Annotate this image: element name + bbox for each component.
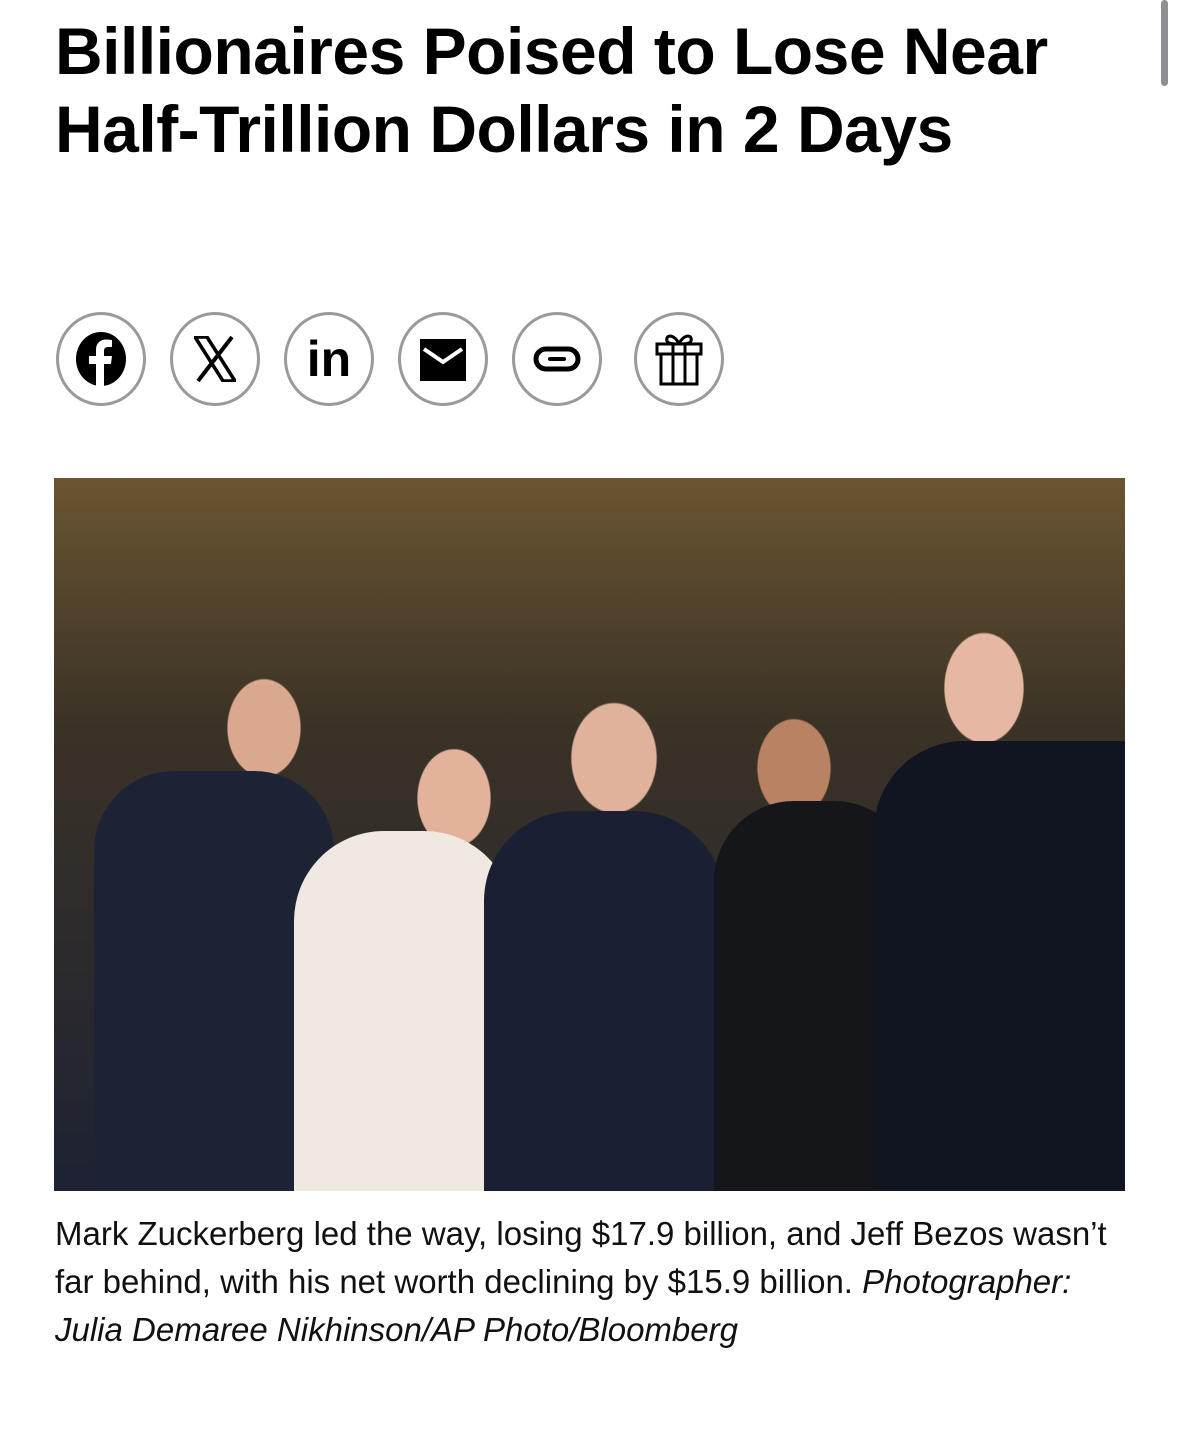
article-photo (54, 478, 1125, 1191)
email-icon (420, 339, 466, 381)
copy-link-button[interactable] (512, 312, 602, 406)
share-x-button[interactable] (170, 312, 260, 406)
scrollbar[interactable] (1161, 0, 1168, 86)
photo-credit: Photographer: Julia Demaree Nikhinson/AP… (55, 1263, 1072, 1348)
share-facebook-button[interactable] (56, 312, 146, 406)
headline: Billionaires Poised to Lose Near Half-Tr… (55, 14, 1048, 166)
link-icon (533, 346, 581, 372)
caption-text: Mark Zuckerberg led the way, losing $17.… (55, 1215, 1107, 1300)
linkedin-icon: in (306, 331, 352, 387)
gift-icon (655, 334, 703, 386)
x-icon (194, 336, 236, 382)
share-linkedin-button[interactable]: in (284, 312, 374, 406)
photo-caption: Mark Zuckerberg led the way, losing $17.… (55, 1210, 1115, 1354)
gift-article-button[interactable] (634, 312, 724, 406)
share-email-button[interactable] (398, 312, 488, 406)
facebook-icon (76, 332, 126, 386)
